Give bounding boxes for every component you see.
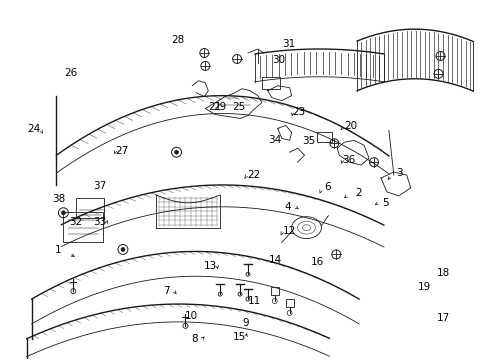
Ellipse shape: [174, 150, 178, 154]
Text: 13: 13: [203, 261, 217, 271]
Text: 24: 24: [27, 124, 40, 134]
Text: 7: 7: [163, 286, 170, 296]
Text: 5: 5: [381, 198, 388, 208]
Text: 12: 12: [282, 226, 295, 236]
Text: 26: 26: [64, 68, 77, 78]
Text: 35: 35: [301, 136, 315, 147]
Text: 20: 20: [344, 121, 357, 131]
Text: 19: 19: [417, 282, 430, 292]
Text: 6: 6: [324, 182, 330, 192]
Text: 18: 18: [436, 268, 449, 278]
Bar: [63, 212, 103, 242]
Text: 15: 15: [233, 332, 246, 342]
Text: 9: 9: [242, 318, 248, 328]
Text: 28: 28: [171, 35, 184, 45]
Bar: [76, 198, 104, 218]
Text: 25: 25: [232, 102, 245, 112]
Ellipse shape: [61, 211, 65, 215]
Text: 29: 29: [213, 102, 226, 112]
Bar: [270, 287, 278, 295]
Text: 31: 31: [282, 39, 295, 49]
Text: 14: 14: [268, 255, 282, 265]
Bar: [317, 132, 332, 142]
Bar: [285, 299, 293, 307]
Text: 37: 37: [93, 181, 106, 192]
Text: 21: 21: [207, 102, 221, 112]
Text: 38: 38: [52, 194, 65, 203]
Text: 3: 3: [396, 168, 402, 178]
Text: 27: 27: [115, 147, 128, 157]
Text: 17: 17: [436, 312, 449, 323]
Text: 34: 34: [267, 135, 281, 145]
Bar: [262, 77, 279, 89]
Text: 1: 1: [54, 245, 61, 255]
Text: 33: 33: [93, 217, 106, 227]
Ellipse shape: [121, 247, 124, 251]
Text: 8: 8: [191, 334, 198, 344]
Text: 16: 16: [310, 257, 323, 267]
Text: 10: 10: [184, 311, 197, 321]
Text: 2: 2: [354, 188, 361, 198]
Text: 4: 4: [285, 202, 291, 212]
Text: 23: 23: [292, 107, 305, 117]
Text: 11: 11: [247, 296, 260, 306]
Text: 36: 36: [342, 156, 355, 165]
Text: 22: 22: [247, 170, 260, 180]
Text: 30: 30: [271, 55, 285, 65]
Text: 32: 32: [69, 217, 82, 227]
